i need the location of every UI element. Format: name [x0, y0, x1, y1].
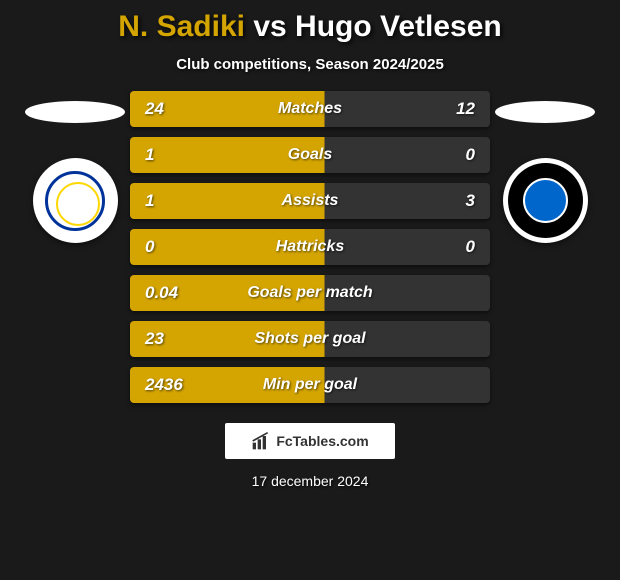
stat-right-value: 12 [456, 99, 475, 119]
stat-label: Min per goal [130, 376, 490, 394]
stat-label: Hattricks [130, 238, 490, 256]
stat-left-value: 0 [145, 237, 154, 257]
stat-left-value: 24 [145, 99, 164, 119]
player1-club-badge [33, 158, 118, 243]
right-column [490, 91, 600, 243]
player1-flag [25, 101, 125, 123]
stats-column: 24 Matches 12 1 Goals 0 1 Assists 3 0 Ha… [130, 91, 490, 403]
stat-row-hattricks: 0 Hattricks 0 [130, 229, 490, 265]
stat-right-value: 0 [466, 237, 475, 257]
stat-left-value: 1 [145, 191, 154, 211]
player1-name: N. Sadiki [118, 10, 245, 43]
stat-row-shots-per-goal: 23 Shots per goal [130, 321, 490, 357]
stat-right-value: 3 [466, 191, 475, 211]
stat-label: Matches [130, 100, 490, 118]
player2-flag [495, 101, 595, 123]
stat-left-value: 1 [145, 145, 154, 165]
player2-name: Hugo Vetlesen [295, 10, 502, 43]
stat-row-assists: 1 Assists 3 [130, 183, 490, 219]
chart-icon [251, 431, 271, 451]
stat-label: Assists [130, 192, 490, 210]
stat-label: Goals [130, 146, 490, 164]
comparison-card: N. Sadiki vs Hugo Vetlesen Club competit… [0, 0, 620, 580]
player2-club-badge [503, 158, 588, 243]
club-badge-icon [45, 171, 105, 231]
branding-text: FcTables.com [276, 433, 368, 449]
badge-inner-circle [523, 178, 568, 223]
stat-left-value: 23 [145, 329, 164, 349]
left-column [20, 91, 130, 243]
stat-row-goals: 1 Goals 0 [130, 137, 490, 173]
main-content: 24 Matches 12 1 Goals 0 1 Assists 3 0 Ha… [0, 91, 620, 403]
stat-left-value: 0.04 [145, 283, 178, 303]
stat-label: Goals per match [130, 284, 490, 302]
page-title: N. Sadiki vs Hugo Vetlesen [118, 10, 502, 44]
subtitle: Club competitions, Season 2024/2025 [176, 56, 444, 73]
stat-row-min-per-goal: 2436 Min per goal [130, 367, 490, 403]
club-badge-icon [508, 163, 583, 238]
stat-row-matches: 24 Matches 12 [130, 91, 490, 127]
stat-right-value: 0 [466, 145, 475, 165]
stat-left-value: 2436 [145, 375, 183, 395]
stat-row-goals-per-match: 0.04 Goals per match [130, 275, 490, 311]
date-text: 17 december 2024 [252, 473, 369, 489]
vs-text: vs [253, 10, 295, 43]
stat-label: Shots per goal [130, 330, 490, 348]
branding-badge: FcTables.com [225, 423, 395, 459]
